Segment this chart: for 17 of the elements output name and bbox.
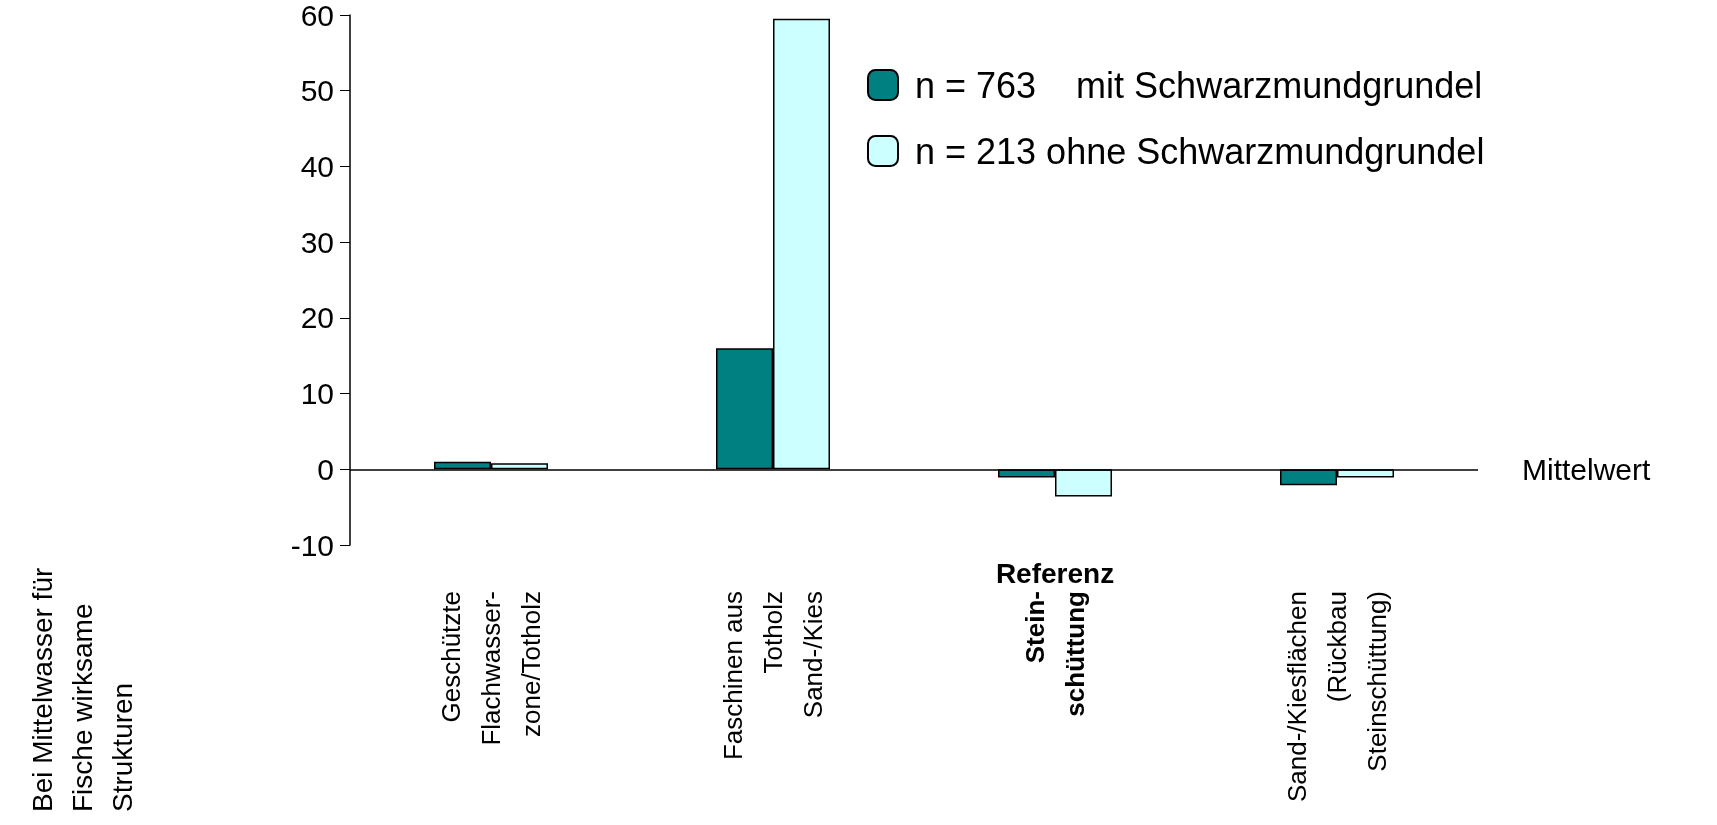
- y-tick-label: 50: [300, 74, 334, 108]
- y-tick-label: 10: [300, 377, 334, 411]
- x-tick-label: Stein- schüttung: [1020, 591, 1090, 717]
- legend-label: n = 213 ohne Schwarzmundgrundel: [915, 130, 1485, 172]
- y-tick-label: -10: [290, 528, 334, 562]
- text: Bei Mittelwasser für Fische wirksame Strukturen: [26, 567, 138, 812]
- y-tick-label: 30: [300, 225, 334, 259]
- x-tick-label: Geschützte Flachwasser- zone/Totholz: [436, 591, 546, 746]
- y-tick-label: 0: [317, 452, 334, 486]
- x-tick-label: Faschinen aus Totholz Sand-/Kies: [718, 591, 828, 761]
- legend-label: n = 763 mit Schwarzmundgrundel: [915, 64, 1483, 106]
- x-tick-label: Sand-/Kiesflächen (Rückbau Steinschüttung): [1282, 591, 1392, 803]
- y-tick-label: 20: [300, 301, 334, 335]
- text: Referenz: [995, 557, 1115, 589]
- y-tick-label: 40: [300, 149, 334, 183]
- ref-line-label: Mittelwert: [1522, 452, 1652, 486]
- y-tick-label: 60: [300, 0, 334, 32]
